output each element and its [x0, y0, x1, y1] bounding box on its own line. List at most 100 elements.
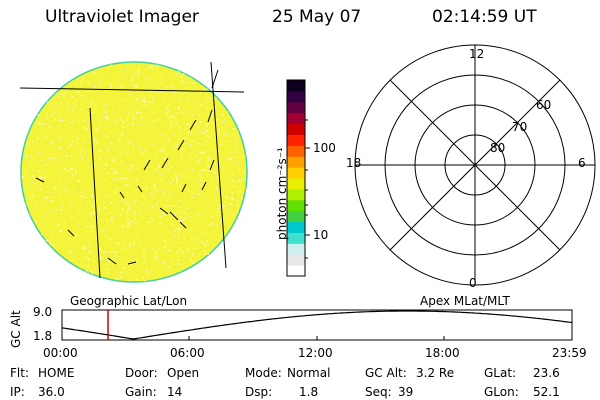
speckle [240, 273, 242, 275]
speckle [67, 148, 70, 151]
speckle [69, 250, 71, 252]
speckle [46, 117, 49, 119]
speckle [197, 71, 199, 73]
speckle [185, 67, 188, 69]
speckle [138, 69, 140, 71]
speckle [155, 169, 157, 171]
speckle [204, 268, 206, 270]
speckle [211, 122, 213, 124]
speckle [37, 97, 39, 99]
speckle [189, 271, 191, 274]
speckle [107, 272, 109, 274]
speckle [45, 239, 47, 242]
speckle [68, 159, 70, 162]
speckle [189, 216, 192, 218]
speckle [103, 108, 105, 110]
speckle [239, 129, 242, 132]
speckle [31, 181, 34, 184]
speckle [179, 176, 181, 178]
speckle [39, 88, 41, 91]
speckle [215, 119, 218, 121]
speckle [87, 265, 89, 267]
speckle [122, 126, 124, 128]
speckle [199, 174, 201, 176]
speckle [131, 210, 134, 213]
speckle [111, 182, 114, 184]
speckle [165, 240, 167, 243]
speckle [120, 117, 122, 119]
speckle [143, 109, 146, 112]
speckle [171, 116, 174, 118]
speckle [234, 259, 236, 262]
speckle [163, 193, 165, 195]
speckle [107, 73, 110, 76]
speckle [129, 149, 132, 152]
speckle [129, 180, 131, 182]
speckle [217, 258, 219, 261]
speckle [40, 76, 42, 79]
speckle [37, 137, 39, 139]
speckle [223, 259, 225, 262]
speckle [100, 249, 102, 251]
speckle [164, 85, 167, 87]
speckle [151, 98, 153, 100]
speckle [165, 280, 168, 282]
speckle [169, 205, 171, 207]
speckle [92, 224, 95, 227]
speckle [163, 240, 166, 242]
speckle [178, 229, 181, 231]
speckle [105, 103, 107, 106]
speckle [169, 120, 172, 122]
speckle [177, 259, 179, 261]
speckle [80, 81, 83, 84]
speckle [200, 175, 202, 178]
speckle [63, 75, 65, 78]
speckle [84, 256, 86, 259]
speckle [235, 251, 237, 254]
speckle [107, 172, 109, 174]
speckle [197, 142, 200, 144]
speckle [207, 157, 209, 160]
speckle [104, 228, 107, 230]
speckle [201, 132, 204, 134]
speckle [179, 202, 181, 204]
speckle [241, 163, 243, 166]
speckle [58, 167, 60, 170]
speckle [60, 159, 63, 161]
speckle [32, 278, 34, 281]
speckle [202, 143, 204, 145]
speckle [174, 195, 176, 198]
speckle [58, 178, 60, 180]
speckle [112, 149, 114, 152]
speckle [157, 189, 159, 192]
speckle [76, 153, 78, 155]
speckle [48, 95, 50, 98]
speckle [178, 263, 180, 265]
speckle [136, 223, 138, 225]
speckle [84, 119, 86, 121]
speckle [75, 99, 77, 101]
speckle [149, 123, 152, 126]
speckle [200, 68, 202, 71]
speckle [136, 99, 138, 101]
speckle [146, 187, 149, 189]
speckle [60, 229, 62, 232]
speckle [76, 161, 78, 164]
speckle [223, 217, 225, 219]
speckle [30, 155, 33, 158]
speckle [116, 278, 118, 280]
speckle [23, 129, 25, 132]
speckle [77, 185, 80, 187]
speckle [123, 177, 125, 180]
speckle [243, 204, 245, 207]
speckle [153, 185, 156, 187]
speckle [110, 179, 113, 181]
speckle [242, 178, 244, 180]
speckle [180, 211, 182, 213]
speckle [47, 251, 49, 254]
speckle [21, 175, 24, 177]
speckle [231, 197, 233, 199]
speckle [96, 146, 99, 149]
speckle [180, 76, 183, 78]
speckle [241, 190, 244, 192]
